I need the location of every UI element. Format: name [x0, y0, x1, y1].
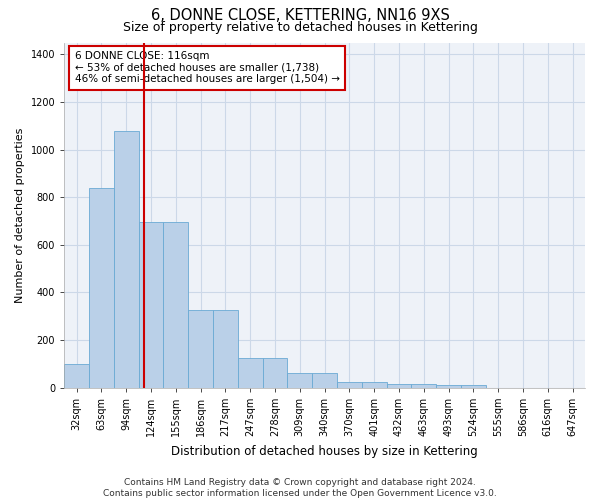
- Bar: [287, 374, 312, 388]
- Bar: [163, 222, 188, 388]
- Bar: [238, 358, 263, 388]
- Bar: [263, 358, 287, 388]
- Bar: [139, 222, 163, 388]
- Bar: [89, 188, 114, 388]
- Text: 6, DONNE CLOSE, KETTERING, NN16 9XS: 6, DONNE CLOSE, KETTERING, NN16 9XS: [151, 8, 449, 22]
- Bar: [312, 374, 337, 388]
- Bar: [386, 384, 412, 388]
- Bar: [337, 382, 362, 388]
- Bar: [114, 130, 139, 388]
- Bar: [412, 384, 436, 388]
- Text: 6 DONNE CLOSE: 116sqm
← 53% of detached houses are smaller (1,738)
46% of semi-d: 6 DONNE CLOSE: 116sqm ← 53% of detached …: [74, 51, 340, 84]
- Text: Contains HM Land Registry data © Crown copyright and database right 2024.
Contai: Contains HM Land Registry data © Crown c…: [103, 478, 497, 498]
- Bar: [436, 386, 461, 388]
- Text: Size of property relative to detached houses in Kettering: Size of property relative to detached ho…: [122, 21, 478, 34]
- Bar: [461, 386, 486, 388]
- Bar: [362, 382, 386, 388]
- Bar: [64, 364, 89, 388]
- Bar: [213, 310, 238, 388]
- Y-axis label: Number of detached properties: Number of detached properties: [15, 128, 25, 303]
- X-axis label: Distribution of detached houses by size in Kettering: Distribution of detached houses by size …: [171, 444, 478, 458]
- Bar: [188, 310, 213, 388]
